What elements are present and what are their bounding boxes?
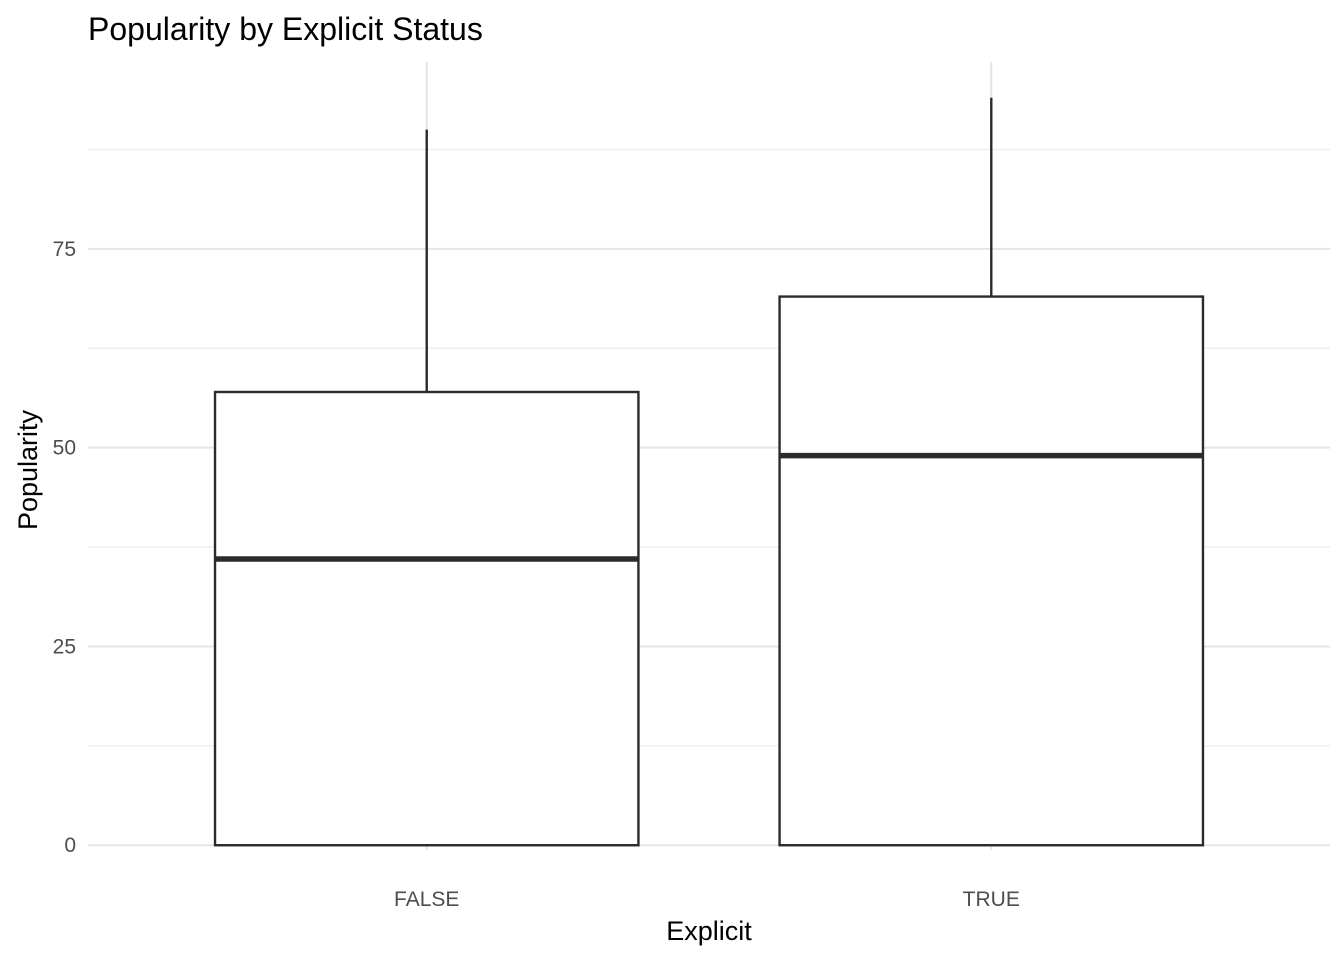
y-axis-tick-labels: 0 25 50 75 [53, 238, 76, 857]
boxes [213, 97, 1205, 847]
x-tick-label: TRUE [963, 888, 1020, 911]
x-tick-label: FALSE [394, 888, 459, 911]
y-tick-label: 0 [64, 834, 76, 857]
iqr-box [778, 295, 1205, 847]
box-true [778, 97, 1205, 847]
y-tick-label: 75 [53, 238, 76, 261]
y-axis-title: Popularity [13, 409, 43, 530]
x-axis-tick-labels: FALSE TRUE [394, 888, 1020, 911]
chart-title: Popularity by Explicit Status [88, 11, 483, 47]
y-tick-label: 25 [53, 635, 76, 658]
x-axis-title: Explicit [666, 916, 752, 946]
box-false [213, 129, 640, 847]
iqr-box [213, 390, 640, 847]
y-tick-label: 50 [53, 437, 76, 460]
